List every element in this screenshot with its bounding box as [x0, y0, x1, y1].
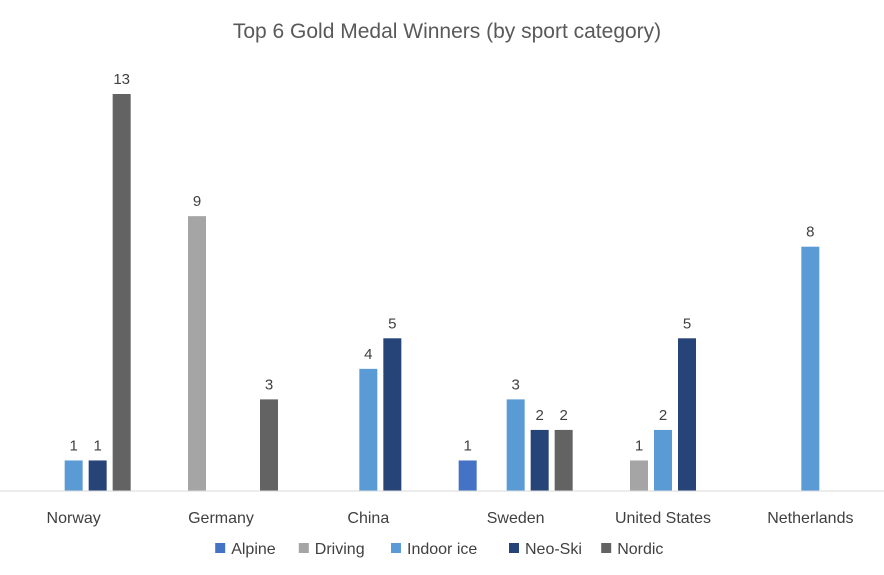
bar-united-states-indoor-ice	[654, 429, 672, 491]
bar-china-indoor-ice	[359, 368, 378, 491]
data-label-germany-nordic: 3	[265, 376, 273, 393]
bar-united-states-driving	[630, 460, 648, 491]
bar-germany-nordic	[260, 399, 278, 491]
data-label-netherlands-indoor-ice: 8	[806, 224, 814, 241]
legend-label-nordic: Nordic	[617, 541, 663, 558]
bar-sweden-nordic	[554, 429, 573, 491]
data-label-united-states-neo-ski: 5	[683, 315, 691, 332]
data-label-norway-neo-ski: 1	[93, 437, 101, 454]
legend-label-indoor-ice: Indoor ice	[407, 541, 477, 558]
data-label-china-indoor-ice: 4	[364, 346, 372, 363]
data-label-sweden-indoor-ice: 3	[511, 376, 519, 393]
category-label-norway: Norway	[47, 510, 101, 527]
legend-swatch-driving	[298, 543, 309, 553]
bars-layer	[64, 94, 820, 491]
bar-sweden-indoor-ice	[506, 399, 525, 491]
legend-swatch-indoor-ice	[391, 543, 401, 553]
data-label-norway-nordic: 13	[113, 71, 130, 88]
data-label-united-states-driving: 1	[635, 437, 643, 454]
data-label-sweden-neo-ski: 2	[535, 407, 543, 424]
bar-germany-driving	[188, 216, 206, 491]
legend-swatch-nordic	[601, 543, 612, 553]
bar-norway-indoor-ice	[64, 460, 83, 491]
legend-swatch-neo-ski	[509, 543, 519, 553]
category-label-netherlands: Netherlands	[767, 510, 853, 527]
legend-label-neo-ski: Neo-Ski	[525, 541, 582, 558]
bar-sweden-alpine	[458, 460, 477, 491]
data-label-sweden-alpine: 1	[463, 437, 471, 454]
bar-netherlands-indoor-ice	[801, 246, 820, 491]
legend-label-driving: Driving	[315, 541, 365, 558]
bar-china-neo-ski	[383, 338, 402, 491]
bar-norway-nordic	[112, 94, 131, 491]
category-label-germany: Germany	[188, 510, 254, 527]
bar-united-states-neo-ski	[678, 338, 696, 491]
data-label-china-neo-ski: 5	[388, 315, 396, 332]
data-label-united-states-indoor-ice: 2	[659, 407, 667, 424]
chart-title: Top 6 Gold Medal Winners (by sport categ…	[233, 20, 661, 43]
legend-label-alpine: Alpine	[231, 541, 276, 558]
bar-norway-neo-ski	[88, 460, 107, 491]
category-label-sweden: Sweden	[487, 510, 545, 527]
category-label-china: China	[347, 510, 389, 527]
legend: Alpine Driving Indoor ice Neo-Ski Nordic	[215, 541, 663, 558]
data-label-germany-driving: 9	[193, 193, 201, 210]
data-label-norway-indoor-ice: 1	[69, 437, 77, 454]
category-label-united-states: United States	[615, 510, 711, 527]
legend-swatch-alpine	[215, 543, 226, 553]
data-label-sweden-nordic: 2	[559, 407, 567, 424]
bar-sweden-neo-ski	[530, 429, 549, 491]
